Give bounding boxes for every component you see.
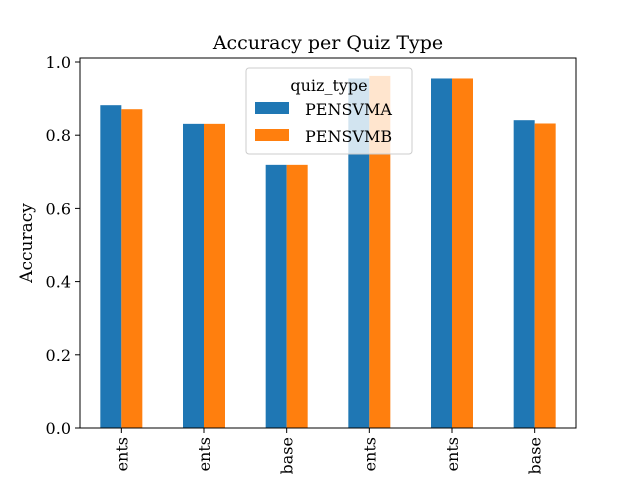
legend-label-pensvmb: PENSVMB <box>305 127 392 146</box>
bar-pensvmb-6 <box>534 123 556 429</box>
x-tick-label: ents <box>443 437 462 471</box>
x-tick-label: base <box>526 437 545 474</box>
bar-pensvmb-5 <box>452 78 473 428</box>
x-tick-label: base <box>278 437 297 474</box>
bar-pensvmb-4 <box>369 75 391 428</box>
bar-pensvma-6 <box>513 120 535 428</box>
bars-layer <box>100 75 556 429</box>
y-tick-label: 0.0 <box>46 419 71 438</box>
y-axis-label: Accuracy <box>17 203 37 284</box>
y-tick-label: 0.4 <box>46 273 71 292</box>
y-tick-label: 0.8 <box>46 126 71 145</box>
bar-pensvmb-3 <box>286 164 308 428</box>
plot-area-frame <box>79 57 577 429</box>
bar-pensvma-3 <box>265 164 287 428</box>
legend-label-pensvma: PENSVMA <box>305 100 392 119</box>
chart-title: Accuracy per Quiz Type <box>212 32 443 54</box>
y-tick-label: 0.2 <box>46 346 71 365</box>
legend: quiz_type PENSVMA PENSVMB <box>245 67 413 155</box>
bar-pensvmb-2 <box>204 123 225 428</box>
x-tick-label: ents <box>360 437 379 471</box>
y-ticks: 0.0 0.2 0.4 0.6 0.8 1.0 <box>46 53 80 438</box>
x-ticks: ents ents base ents ents base <box>112 428 545 474</box>
bar-pensvmb-1 <box>121 109 143 429</box>
bar-pensvma-5 <box>431 78 452 428</box>
x-tick-label: ents <box>195 437 214 471</box>
x-tick-label: ents <box>112 437 131 471</box>
legend-swatch-pensvmb <box>255 129 289 141</box>
bar-pensvma-2 <box>183 123 204 428</box>
y-tick-label: 0.6 <box>46 199 71 218</box>
legend-swatch-pensvma <box>255 102 289 114</box>
bar-pensvma-4 <box>348 78 370 428</box>
y-tick-label: 1.0 <box>46 53 71 72</box>
bar-pensvma-1 <box>100 105 122 428</box>
legend-title: quiz_type <box>290 76 367 95</box>
